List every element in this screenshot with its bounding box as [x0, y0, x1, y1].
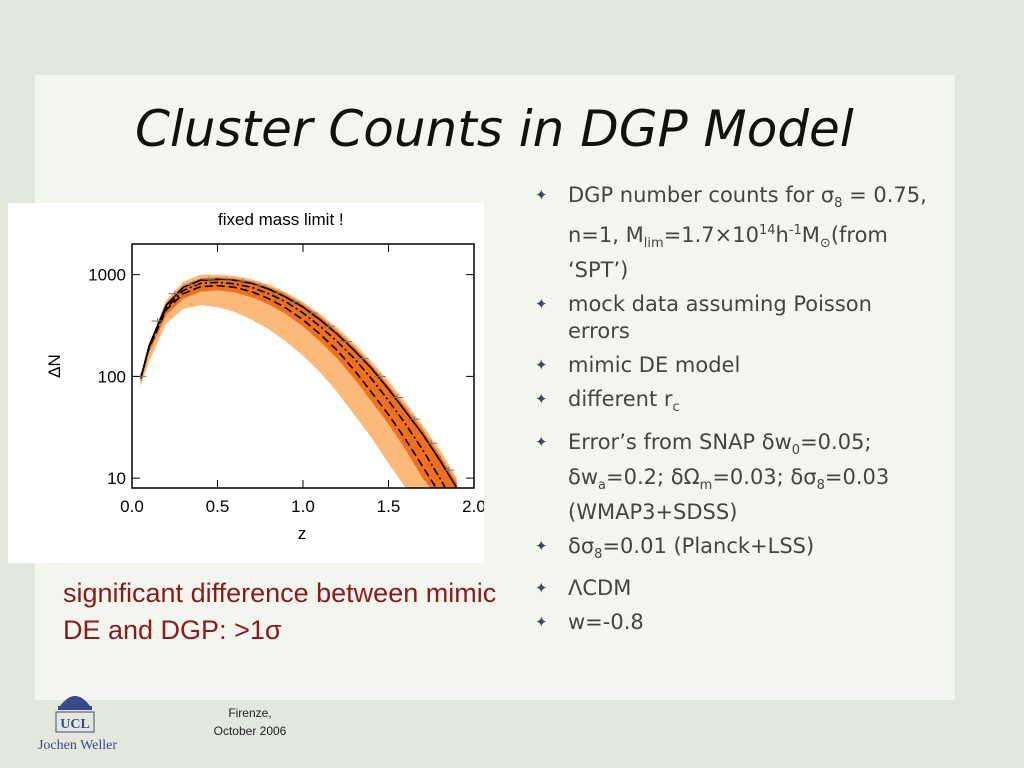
- bullet-text: m: [699, 477, 713, 493]
- data-point: [305, 309, 318, 316]
- logo-text: UCL: [60, 717, 90, 732]
- data-point: [271, 289, 284, 296]
- bullet-text: a: [598, 477, 606, 493]
- logo: UCL: [55, 696, 95, 733]
- bullet-text: =0.03 (WMAP3+SDSS): [568, 464, 890, 524]
- bullet-text: 14: [758, 223, 776, 239]
- bullet-text: =0.01 (Planck+LSS): [602, 533, 815, 558]
- bullet-list: DGP number counts for σ8 = 0.75, n=1, Ml…: [535, 182, 935, 643]
- data-point: [254, 282, 267, 289]
- data-point: [408, 416, 421, 423]
- bullet: w=-0.8: [535, 609, 935, 636]
- bullet-text: c: [672, 400, 680, 416]
- line: [139, 284, 438, 488]
- x-axis-label: z: [298, 524, 307, 543]
- bullet-text: M: [801, 223, 820, 248]
- conclusion: significant difference between mimic DE …: [63, 578, 497, 645]
- bullet-text: h: [775, 223, 789, 248]
- plot-area: [134, 274, 458, 488]
- bullet-text: =0.2; δΩ: [606, 464, 700, 489]
- bullet-text: ⊙: [819, 236, 831, 252]
- y-tick-label: 1000: [88, 266, 126, 285]
- data-point: [185, 281, 198, 288]
- data-point: [373, 373, 386, 380]
- y-tick-label: 100: [98, 367, 126, 386]
- data-point: [339, 338, 352, 345]
- data-point: [442, 467, 455, 474]
- bullet-text: 0: [791, 442, 801, 458]
- bullet-text: -1: [788, 223, 802, 239]
- data-point: [202, 276, 215, 283]
- bullet-text: =0.03; δσ: [712, 464, 817, 489]
- bullet-text: δσ: [568, 533, 595, 558]
- bullet-text: Error’s from SNAP δw: [568, 429, 792, 454]
- bullet-text: = 0.75, n=1, M: [568, 183, 927, 248]
- error-band: [140, 277, 457, 488]
- bullet-text: different r: [568, 387, 673, 412]
- bullet-text: =0.05; δw: [568, 429, 872, 489]
- bullet: ΛCDM: [535, 575, 935, 602]
- chart: fixed mass limit ! z ΔN 0.0 0.5 1.0 1.5 2.0 1…: [8, 203, 484, 563]
- data-point: [356, 355, 369, 362]
- slide-title: Cluster Counts in DGP Model: [135, 100, 854, 158]
- data-point: [220, 277, 233, 284]
- bullet-text: lim: [643, 236, 664, 252]
- data-point: [168, 290, 181, 297]
- y-tick-label: 10: [107, 469, 126, 488]
- x-tick-label: 2.0: [462, 497, 484, 516]
- data-point: [288, 298, 301, 305]
- bullet-text: (from ‘SPT’): [568, 223, 888, 283]
- bullet: different rc: [535, 386, 935, 421]
- footer-date: October 2006: [213, 724, 287, 738]
- data-point: [151, 318, 164, 325]
- bullet-text: mock data assuming Poisson errors: [568, 292, 872, 344]
- data-point: [425, 440, 438, 447]
- bullet-text: ΛCDM: [568, 576, 632, 601]
- bullet: mock data assuming Poisson errors: [535, 291, 935, 345]
- bullet-text: 8: [834, 196, 843, 212]
- data-point: [391, 394, 404, 401]
- bullet-text: w=-0.8: [568, 610, 644, 635]
- line: [139, 281, 447, 488]
- bullet-text: =1.7×10: [663, 223, 759, 248]
- x-tick-label: 0.0: [120, 497, 144, 516]
- footer-author: Jochen Weller: [37, 738, 118, 753]
- bullet: DGP number counts for σ8 = 0.75, n=1, Ml…: [535, 182, 935, 284]
- y-axis-label: ΔN: [45, 354, 64, 378]
- x-tick-label: 1.0: [291, 497, 315, 516]
- footer-place: Firenze,: [228, 706, 272, 720]
- x-tick-label: 1.5: [377, 497, 401, 516]
- bullet-text: 8: [816, 477, 825, 493]
- data-point: [237, 278, 250, 285]
- error-band: [140, 274, 457, 488]
- bullet-text: DGP number counts for σ: [568, 183, 835, 207]
- bullet: mimic DE model: [535, 352, 935, 379]
- bullet-text: 8: [594, 547, 603, 563]
- bullet-text: mimic DE model: [568, 353, 741, 378]
- bullet: Error’s from SNAP δw0=0.05; δwa=0.2; δΩm…: [535, 429, 935, 526]
- data-point: [322, 323, 335, 330]
- annotation: fixed mass limit !: [218, 210, 344, 229]
- bullet: δσ8=0.01 (Planck+LSS): [535, 533, 935, 568]
- x-tick-label: 0.5: [206, 497, 230, 516]
